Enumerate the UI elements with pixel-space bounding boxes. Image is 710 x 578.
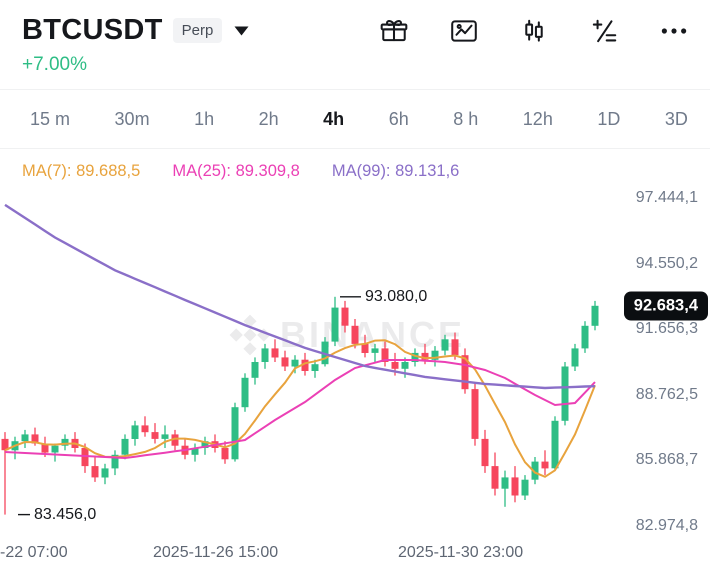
tab-1h[interactable]: 1h (194, 108, 215, 129)
time-axis-label: 2025-11-26 15:00 (153, 544, 279, 561)
price-axis-label: 97.444,1 (635, 189, 698, 206)
chevron-down-icon[interactable] (234, 26, 249, 36)
ma7-value: 89.688,5 (76, 162, 141, 180)
binance-watermark: BINANCE (226, 311, 465, 359)
last-price-badge: 92.683,4 (623, 291, 708, 321)
ma25-legend: MA(25): 89.309,8 (172, 162, 300, 181)
chart-header: BTCUSDT Perp (0, 0, 710, 89)
timeframe-tabs: 15 m 30m 1h 2h 4h 6h 8 h 12h 1D 3D (0, 89, 710, 149)
pnl-share-icon[interactable] (448, 15, 480, 47)
tab-4h[interactable]: 4h (323, 108, 345, 129)
price-axis-label: 82.974,8 (635, 516, 698, 534)
time-axis-label: 2025-11-30 23:00 (398, 544, 524, 561)
watermark-text: BINANCE (280, 314, 466, 355)
ma25-value: 89.309,8 (235, 162, 300, 180)
low-price-label: 83.456,0 (34, 505, 97, 523)
gift-icon[interactable] (378, 15, 410, 47)
tab-3d[interactable]: 3D (664, 108, 688, 129)
tab-8h[interactable]: 8 h (453, 108, 479, 129)
time-axis: -22 07:00 2025-11-26 15:00 2025-11-30 23:0… (0, 544, 710, 568)
title-row: BTCUSDT Perp (0, 0, 710, 47)
price-change-percent: +7.00% (22, 54, 87, 75)
price-axis-label: 85.868,7 (635, 451, 698, 468)
contract-type-badge: Perp (172, 18, 223, 43)
ma99-legend: MA(99): 89.131,6 (332, 162, 460, 181)
header-toolbar (378, 15, 690, 47)
tab-6h[interactable]: 6h (388, 108, 409, 129)
price-axis-label: 94.550,2 (635, 254, 698, 272)
time-axis-label: -22 07:00 (0, 544, 68, 561)
ma25-label: MA(25): (172, 162, 232, 180)
ma-indicators-row[interactable]: MA(7): 89.688,5 MA(25): 89.309,8 MA(99):… (0, 149, 710, 181)
high-price-label: 93.080,0 (365, 287, 428, 305)
symbol-selector[interactable]: BTCUSDT Perp (22, 14, 249, 47)
tab-15m[interactable]: 15 m (30, 108, 71, 129)
symbol-title: BTCUSDT (22, 14, 163, 46)
ma99-value: 89.131,6 (395, 162, 460, 180)
tab-30m[interactable]: 30m (114, 108, 150, 129)
candles-plot[interactable] (0, 193, 600, 540)
price-axis-label: 91.656,3 (635, 320, 698, 337)
ma7-legend: MA(7): 89.688,5 (22, 162, 140, 181)
candle-style-icon[interactable] (518, 15, 550, 47)
price-axis-label: 88.762,5 (635, 385, 698, 403)
ma99-label: MA(99): (331, 162, 391, 180)
more-icon[interactable] (658, 15, 690, 47)
tab-1d[interactable]: 1D (597, 108, 621, 129)
indicators-icon[interactable] (588, 15, 620, 47)
tab-2h[interactable]: 2h (258, 108, 279, 129)
tab-12h[interactable]: 12h (522, 108, 553, 129)
candlestick-chart[interactable]: BINANCE 97.444,1 94.550,2 91.656,3 88.762,5… (0, 189, 710, 578)
ma7-label: MA(7): (22, 162, 72, 180)
